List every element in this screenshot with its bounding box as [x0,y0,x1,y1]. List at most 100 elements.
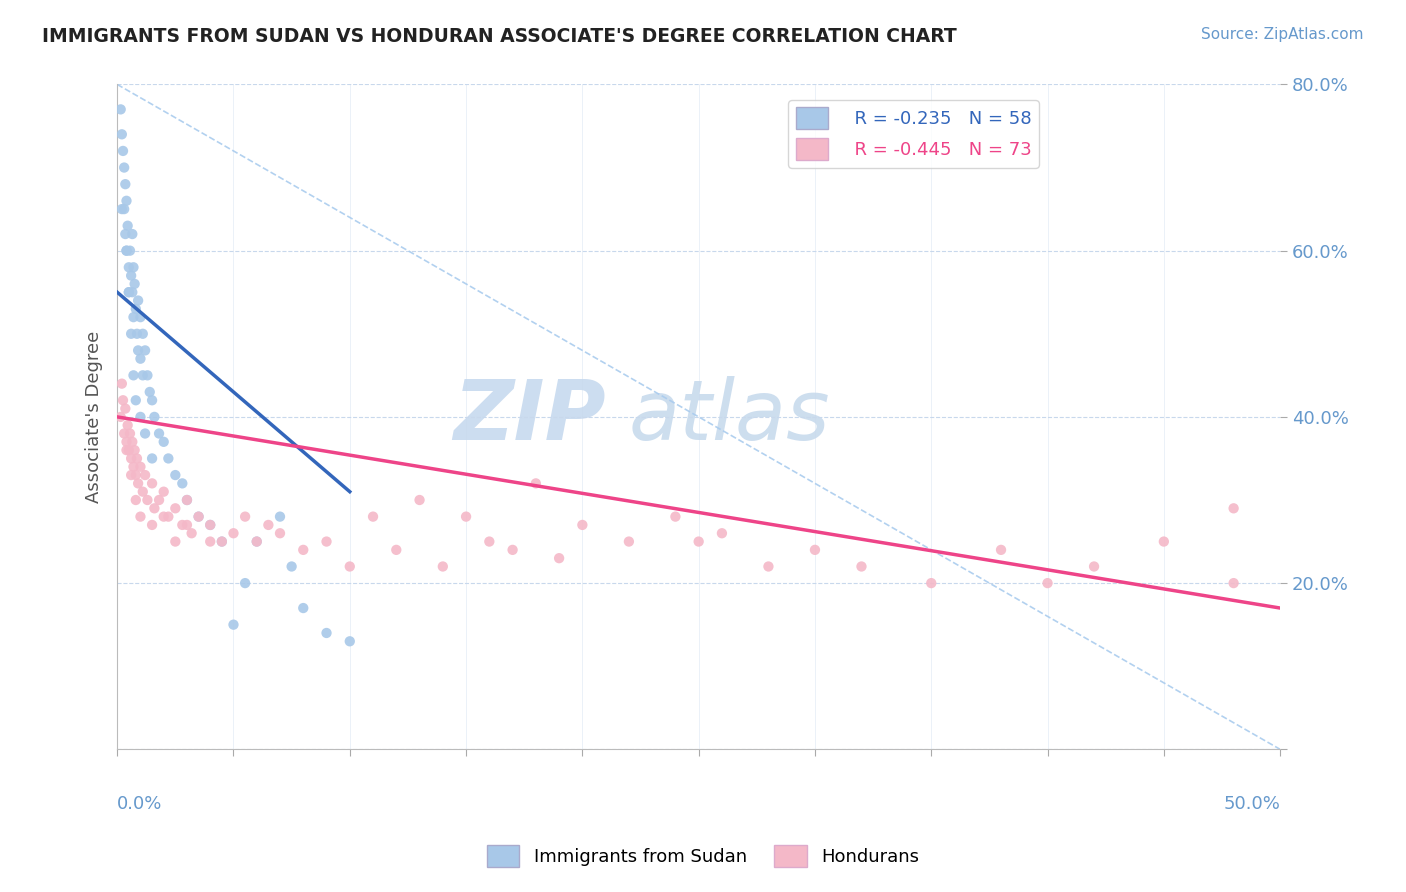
Point [292,601,315,615]
Point [758,559,780,574]
Text: ZIP: ZIP [453,376,606,458]
Point [115,194,138,208]
Point [222,526,245,541]
Point [111,128,134,142]
Point [361,509,384,524]
Point [121,434,143,449]
Point [111,202,134,216]
Point [1222,501,1244,516]
Point [292,542,315,557]
Point [408,493,430,508]
Point [804,542,827,557]
Point [121,285,143,300]
Point [165,534,187,549]
Point [125,451,148,466]
Point [200,517,222,532]
Point [122,260,145,275]
Point [122,459,145,474]
Point [121,227,143,241]
Point [120,451,142,466]
Point [257,517,280,532]
Point [172,476,194,491]
Point [172,517,194,532]
Point [339,559,361,574]
Point [152,434,174,449]
Point [571,517,593,532]
Point [246,534,269,549]
Point [114,401,136,416]
Point [233,576,256,591]
Point [127,343,149,358]
Point [165,468,187,483]
Point [115,244,138,258]
Point [524,476,547,491]
Point [124,277,146,291]
Point [152,509,174,524]
Point [233,509,256,524]
Point [129,459,152,474]
Point [127,293,149,308]
Point [120,468,142,483]
Point [124,443,146,458]
Point [688,534,710,549]
Point [1083,559,1105,574]
Point [246,534,269,549]
Point [165,501,187,516]
Point [110,103,132,117]
Point [141,393,163,408]
Point [148,493,170,508]
Point [125,393,148,408]
Point [176,493,198,508]
Point [478,534,501,549]
Point [710,526,733,541]
Y-axis label: Associate's Degree: Associate's Degree [86,331,103,503]
Point [990,542,1012,557]
Legend: Immigrants from Sudan, Hondurans: Immigrants from Sudan, Hondurans [479,838,927,874]
Point [115,443,138,458]
Point [176,493,198,508]
Point [127,476,149,491]
Point [125,493,148,508]
Point [112,426,135,441]
Point [122,310,145,325]
Point [118,260,141,275]
Point [280,559,302,574]
Point [1222,576,1244,591]
Point [115,244,138,258]
Point [111,144,134,158]
Point [118,426,141,441]
Point [139,384,162,399]
Point [136,493,159,508]
Text: Source: ZipAtlas.com: Source: ZipAtlas.com [1201,27,1364,42]
Point [157,509,180,524]
Point [920,576,942,591]
Point [136,368,159,383]
Point [269,509,291,524]
Point [120,268,142,283]
Point [132,484,155,499]
Point [118,285,141,300]
Point [117,418,139,433]
Point [134,343,156,358]
Point [143,409,166,424]
Point [1036,576,1059,591]
Point [125,468,148,483]
Point [129,310,152,325]
Point [211,534,233,549]
Point [548,551,571,566]
Point [125,301,148,316]
Text: IMMIGRANTS FROM SUDAN VS HONDURAN ASSOCIATE'S DEGREE CORRELATION CHART: IMMIGRANTS FROM SUDAN VS HONDURAN ASSOCI… [42,27,957,45]
Point [269,526,291,541]
Point [132,326,155,341]
Point [117,219,139,233]
Point [129,351,152,366]
Point [851,559,873,574]
Point [129,409,152,424]
Point [432,559,454,574]
Point [1153,534,1175,549]
Point [112,161,135,175]
Point [148,426,170,441]
Text: 0.0%: 0.0% [117,795,163,813]
Point [115,434,138,449]
Point [454,509,477,524]
